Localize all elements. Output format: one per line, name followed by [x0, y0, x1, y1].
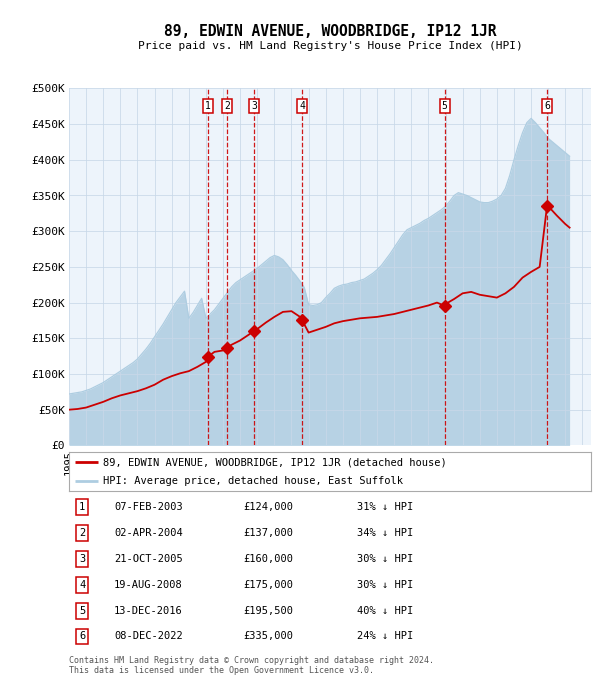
Text: £137,000: £137,000: [243, 528, 293, 538]
Text: This data is licensed under the Open Government Licence v3.0.: This data is licensed under the Open Gov…: [69, 666, 374, 675]
Text: 07-FEB-2003: 07-FEB-2003: [114, 503, 183, 512]
Text: 3: 3: [79, 554, 85, 564]
Text: 13-DEC-2016: 13-DEC-2016: [114, 606, 183, 615]
Text: Contains HM Land Registry data © Crown copyright and database right 2024.: Contains HM Land Registry data © Crown c…: [69, 656, 434, 665]
Text: 19-AUG-2008: 19-AUG-2008: [114, 580, 183, 590]
Text: 24% ↓ HPI: 24% ↓ HPI: [357, 632, 413, 641]
Text: 02-APR-2004: 02-APR-2004: [114, 528, 183, 538]
Text: 6: 6: [544, 101, 550, 111]
Text: 34% ↓ HPI: 34% ↓ HPI: [357, 528, 413, 538]
Text: 40% ↓ HPI: 40% ↓ HPI: [357, 606, 413, 615]
Text: 08-DEC-2022: 08-DEC-2022: [114, 632, 183, 641]
Text: 89, EDWIN AVENUE, WOODBRIDGE, IP12 1JR (detached house): 89, EDWIN AVENUE, WOODBRIDGE, IP12 1JR (…: [103, 457, 446, 467]
Text: 31% ↓ HPI: 31% ↓ HPI: [357, 503, 413, 512]
Text: £124,000: £124,000: [243, 503, 293, 512]
Text: 21-OCT-2005: 21-OCT-2005: [114, 554, 183, 564]
Text: 89, EDWIN AVENUE, WOODBRIDGE, IP12 1JR: 89, EDWIN AVENUE, WOODBRIDGE, IP12 1JR: [164, 24, 496, 39]
Text: £335,000: £335,000: [243, 632, 293, 641]
Text: 6: 6: [79, 632, 85, 641]
Text: 2: 2: [224, 101, 230, 111]
Text: 4: 4: [299, 101, 305, 111]
Text: 5: 5: [442, 101, 448, 111]
Text: Price paid vs. HM Land Registry's House Price Index (HPI): Price paid vs. HM Land Registry's House …: [137, 41, 523, 51]
Text: £160,000: £160,000: [243, 554, 293, 564]
Text: HPI: Average price, detached house, East Suffolk: HPI: Average price, detached house, East…: [103, 476, 403, 486]
Text: £195,500: £195,500: [243, 606, 293, 615]
Text: 5: 5: [79, 606, 85, 615]
Text: 1: 1: [79, 503, 85, 512]
Text: 3: 3: [251, 101, 257, 111]
Text: 4: 4: [79, 580, 85, 590]
Text: 30% ↓ HPI: 30% ↓ HPI: [357, 554, 413, 564]
Text: 30% ↓ HPI: 30% ↓ HPI: [357, 580, 413, 590]
Text: £175,000: £175,000: [243, 580, 293, 590]
Text: 1: 1: [205, 101, 211, 111]
Text: 2: 2: [79, 528, 85, 538]
